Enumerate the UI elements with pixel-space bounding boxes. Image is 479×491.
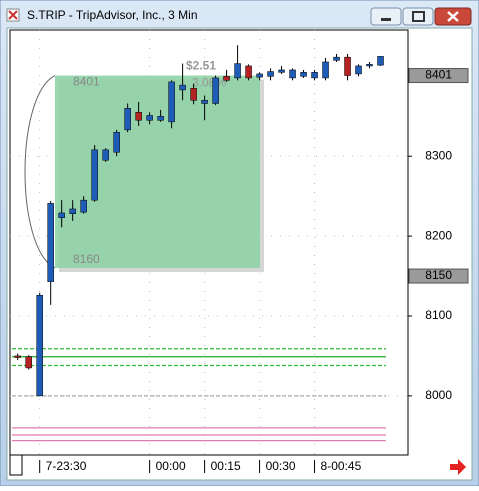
candle-body [124,108,131,131]
candle-body [333,56,340,61]
candle-body [267,71,274,77]
x-tick-label: 8-00:45 [321,459,362,473]
candle-body [311,72,318,79]
candle-body [14,355,21,358]
candle-body [168,81,175,123]
candle-body [344,56,351,76]
candle-body [245,65,252,79]
measure-top-label: 8401 [73,75,100,89]
price-marker-label: 8401 [425,68,452,82]
price-marker [408,268,469,284]
candle-body [47,203,54,282]
candle-body [355,65,362,75]
window-icon-glyph [8,10,18,20]
candle-body [278,69,285,73]
candle-body [58,212,65,218]
x-tick-label: 00:00 [156,459,186,473]
scroll-arrow[interactable] [450,459,466,475]
close-glyph [447,11,459,22]
candle-body [256,73,263,78]
y-tick-label: 8200 [425,228,452,242]
window-title: S.TRIP - TripAdvisor, Inc., 3 Min [27,8,198,22]
candle-body [322,61,329,79]
measure-bracket [24,75,56,269]
price-marker [408,68,469,84]
candle-body [366,64,373,67]
candle-body [234,63,241,79]
measure-box [55,75,260,269]
candle-body [135,112,142,121]
maximize-glyph [412,11,425,22]
y-tick-label: 8100 [425,308,452,322]
measure-change: $2.51 [186,59,216,73]
minimize-button[interactable] [370,7,402,26]
candle-body [157,116,164,121]
candle-body [80,199,87,213]
candle-body [113,132,120,153]
x-tick-label: 00:30 [266,459,296,473]
candle-body [36,294,43,397]
candle-body [102,149,109,161]
candle-body [91,149,98,201]
corner-box[interactable] [9,454,23,476]
candle-body [179,84,186,91]
minimize-glyph [381,18,391,21]
candle-body [190,88,197,101]
y-tick-label: 8000 [425,388,452,402]
window-buttons[interactable] [370,7,472,26]
maximize-button[interactable] [402,7,434,26]
candle-body [300,72,307,77]
y-tick-label: 8300 [425,148,452,162]
candle-body [212,77,219,104]
candle-body [377,56,384,66]
candle-body [201,100,208,104]
measure-bottom-label: 8160 [73,252,100,266]
candle-body [25,356,32,369]
price-marker-label: 8150 [425,268,452,282]
candle-body [223,76,230,81]
measure-percent: 3.08% [192,76,226,90]
x-tick-label: 00:15 [211,459,241,473]
candle-body [69,208,76,214]
candle-body [146,115,153,121]
x-tick-label: 7-23:30 [46,459,87,473]
candle-body [289,69,296,79]
